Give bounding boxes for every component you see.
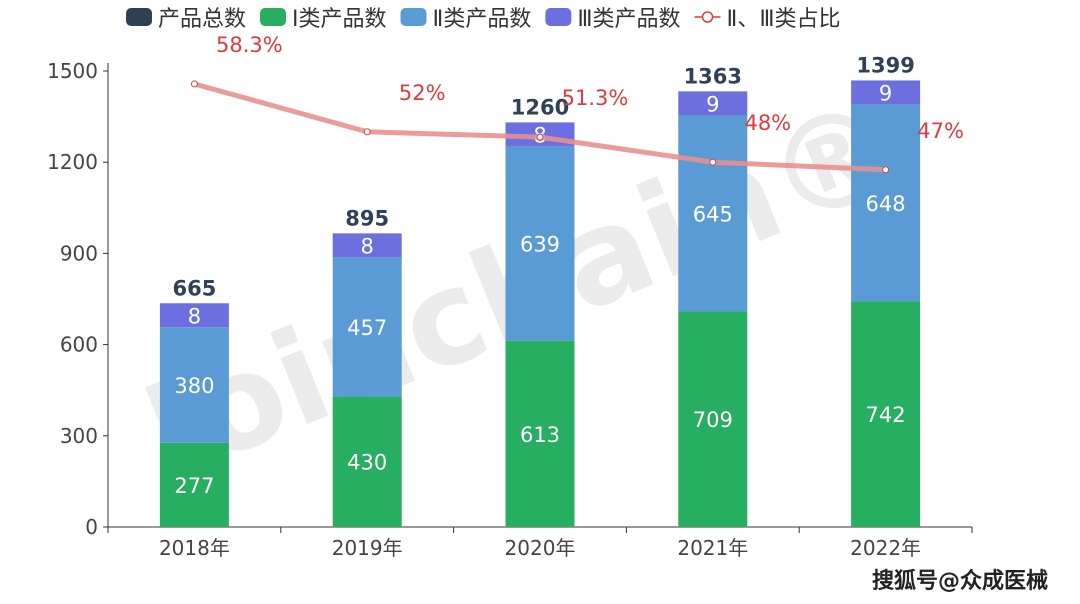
bar-segment-label: 639 bbox=[520, 233, 560, 257]
legend-label[interactable]: Ⅲ类产品数 bbox=[577, 7, 680, 32]
bar-segment-label: 648 bbox=[866, 192, 906, 216]
ratio-label: 48% bbox=[744, 111, 791, 135]
legend-swatch[interactable] bbox=[400, 8, 427, 26]
bar-segment-label: 709 bbox=[693, 408, 733, 432]
source-footer: 搜狐号@众成医械 bbox=[872, 568, 1048, 594]
ratio-point bbox=[882, 166, 890, 174]
bar-segment-label: 430 bbox=[347, 451, 387, 475]
ratio-label: 51.3% bbox=[562, 86, 629, 110]
bar-segment-1 bbox=[851, 301, 921, 527]
total-label: 665 bbox=[172, 276, 216, 300]
bar-segment-3 bbox=[159, 303, 229, 328]
bars: 2773808665430457889561363981260709645913… bbox=[159, 53, 921, 527]
legend-label[interactable]: Ⅱ、Ⅲ类占比 bbox=[727, 7, 841, 32]
legend-label[interactable]: 产品总数 bbox=[158, 7, 246, 32]
y-tick-label: 600 bbox=[60, 333, 98, 357]
legend: 产品总数 Ⅰ类产品数 Ⅱ类产品数 Ⅲ类产品数 Ⅱ、Ⅲ类占比 bbox=[126, 7, 841, 32]
x-tick-label: 2019年 bbox=[332, 536, 403, 560]
y-tick-label: 900 bbox=[60, 241, 98, 265]
y-tick-label: 1200 bbox=[47, 150, 98, 174]
ratio-point bbox=[190, 80, 198, 88]
y-tick-label: 300 bbox=[60, 424, 98, 448]
ratio-line: 58.3% 52% 51.3% 48% 47% bbox=[190, 33, 964, 174]
bar-segment-2 bbox=[851, 104, 921, 302]
legend-label[interactable]: Ⅱ类产品数 bbox=[433, 7, 532, 32]
bar-segment-label: 8 bbox=[188, 304, 201, 328]
x-tick-label: 2020年 bbox=[505, 536, 576, 560]
bar-segment-2 bbox=[159, 327, 229, 443]
bar-segment-label: 9 bbox=[706, 92, 719, 116]
total-label: 895 bbox=[345, 206, 389, 230]
legend-circle-icon bbox=[701, 11, 714, 23]
ratio-label: 52% bbox=[399, 81, 446, 105]
legend-swatch[interactable] bbox=[260, 8, 287, 26]
bar-segment-label: 8 bbox=[361, 234, 374, 258]
bar-segment-3 bbox=[332, 233, 402, 258]
ratio-point bbox=[709, 158, 717, 166]
axes: 0 300 600 900 1200 1500 2018年 2019年 2020年 2021年 20… bbox=[47, 59, 973, 560]
bar-segment-label: 457 bbox=[347, 316, 387, 340]
ratio-label: 58.3% bbox=[216, 33, 283, 57]
bar-segment-label: 742 bbox=[866, 403, 906, 427]
y-tick-label: 1500 bbox=[47, 59, 98, 83]
bar-segment-1 bbox=[505, 340, 575, 527]
bar-segment-label: 613 bbox=[520, 423, 560, 447]
bar-segment-3 bbox=[851, 80, 921, 105]
bar-segment-label: 645 bbox=[693, 202, 733, 226]
legend-label[interactable]: Ⅰ类产品数 bbox=[292, 7, 387, 32]
bar-segment-2 bbox=[678, 115, 748, 312]
x-tick-label: 2021年 bbox=[677, 536, 748, 560]
legend-swatch[interactable] bbox=[545, 8, 572, 26]
bar-segment-label: 9 bbox=[879, 81, 892, 105]
total-label: 1363 bbox=[684, 64, 742, 88]
bar-segment-1 bbox=[678, 311, 748, 527]
total-label: 1260 bbox=[511, 95, 569, 119]
bar-segment-1 bbox=[159, 442, 229, 527]
x-tick-label: 2022年 bbox=[850, 536, 921, 560]
bar-segment-2 bbox=[332, 257, 402, 397]
bar-segment-1 bbox=[332, 396, 402, 527]
y-tick-label: 0 bbox=[85, 515, 98, 539]
ratio-label: 47% bbox=[917, 119, 964, 143]
total-label: 1399 bbox=[856, 53, 914, 77]
legend-swatch[interactable] bbox=[126, 8, 152, 26]
bar-segment-label: 380 bbox=[174, 374, 214, 398]
ratio-point bbox=[536, 133, 544, 141]
bar-segment-2 bbox=[505, 146, 575, 341]
ratio-point bbox=[363, 128, 371, 136]
x-tick-label: 2018年 bbox=[159, 536, 230, 560]
bar-segment-3 bbox=[678, 91, 748, 116]
bar-segment-label: 277 bbox=[174, 474, 214, 498]
